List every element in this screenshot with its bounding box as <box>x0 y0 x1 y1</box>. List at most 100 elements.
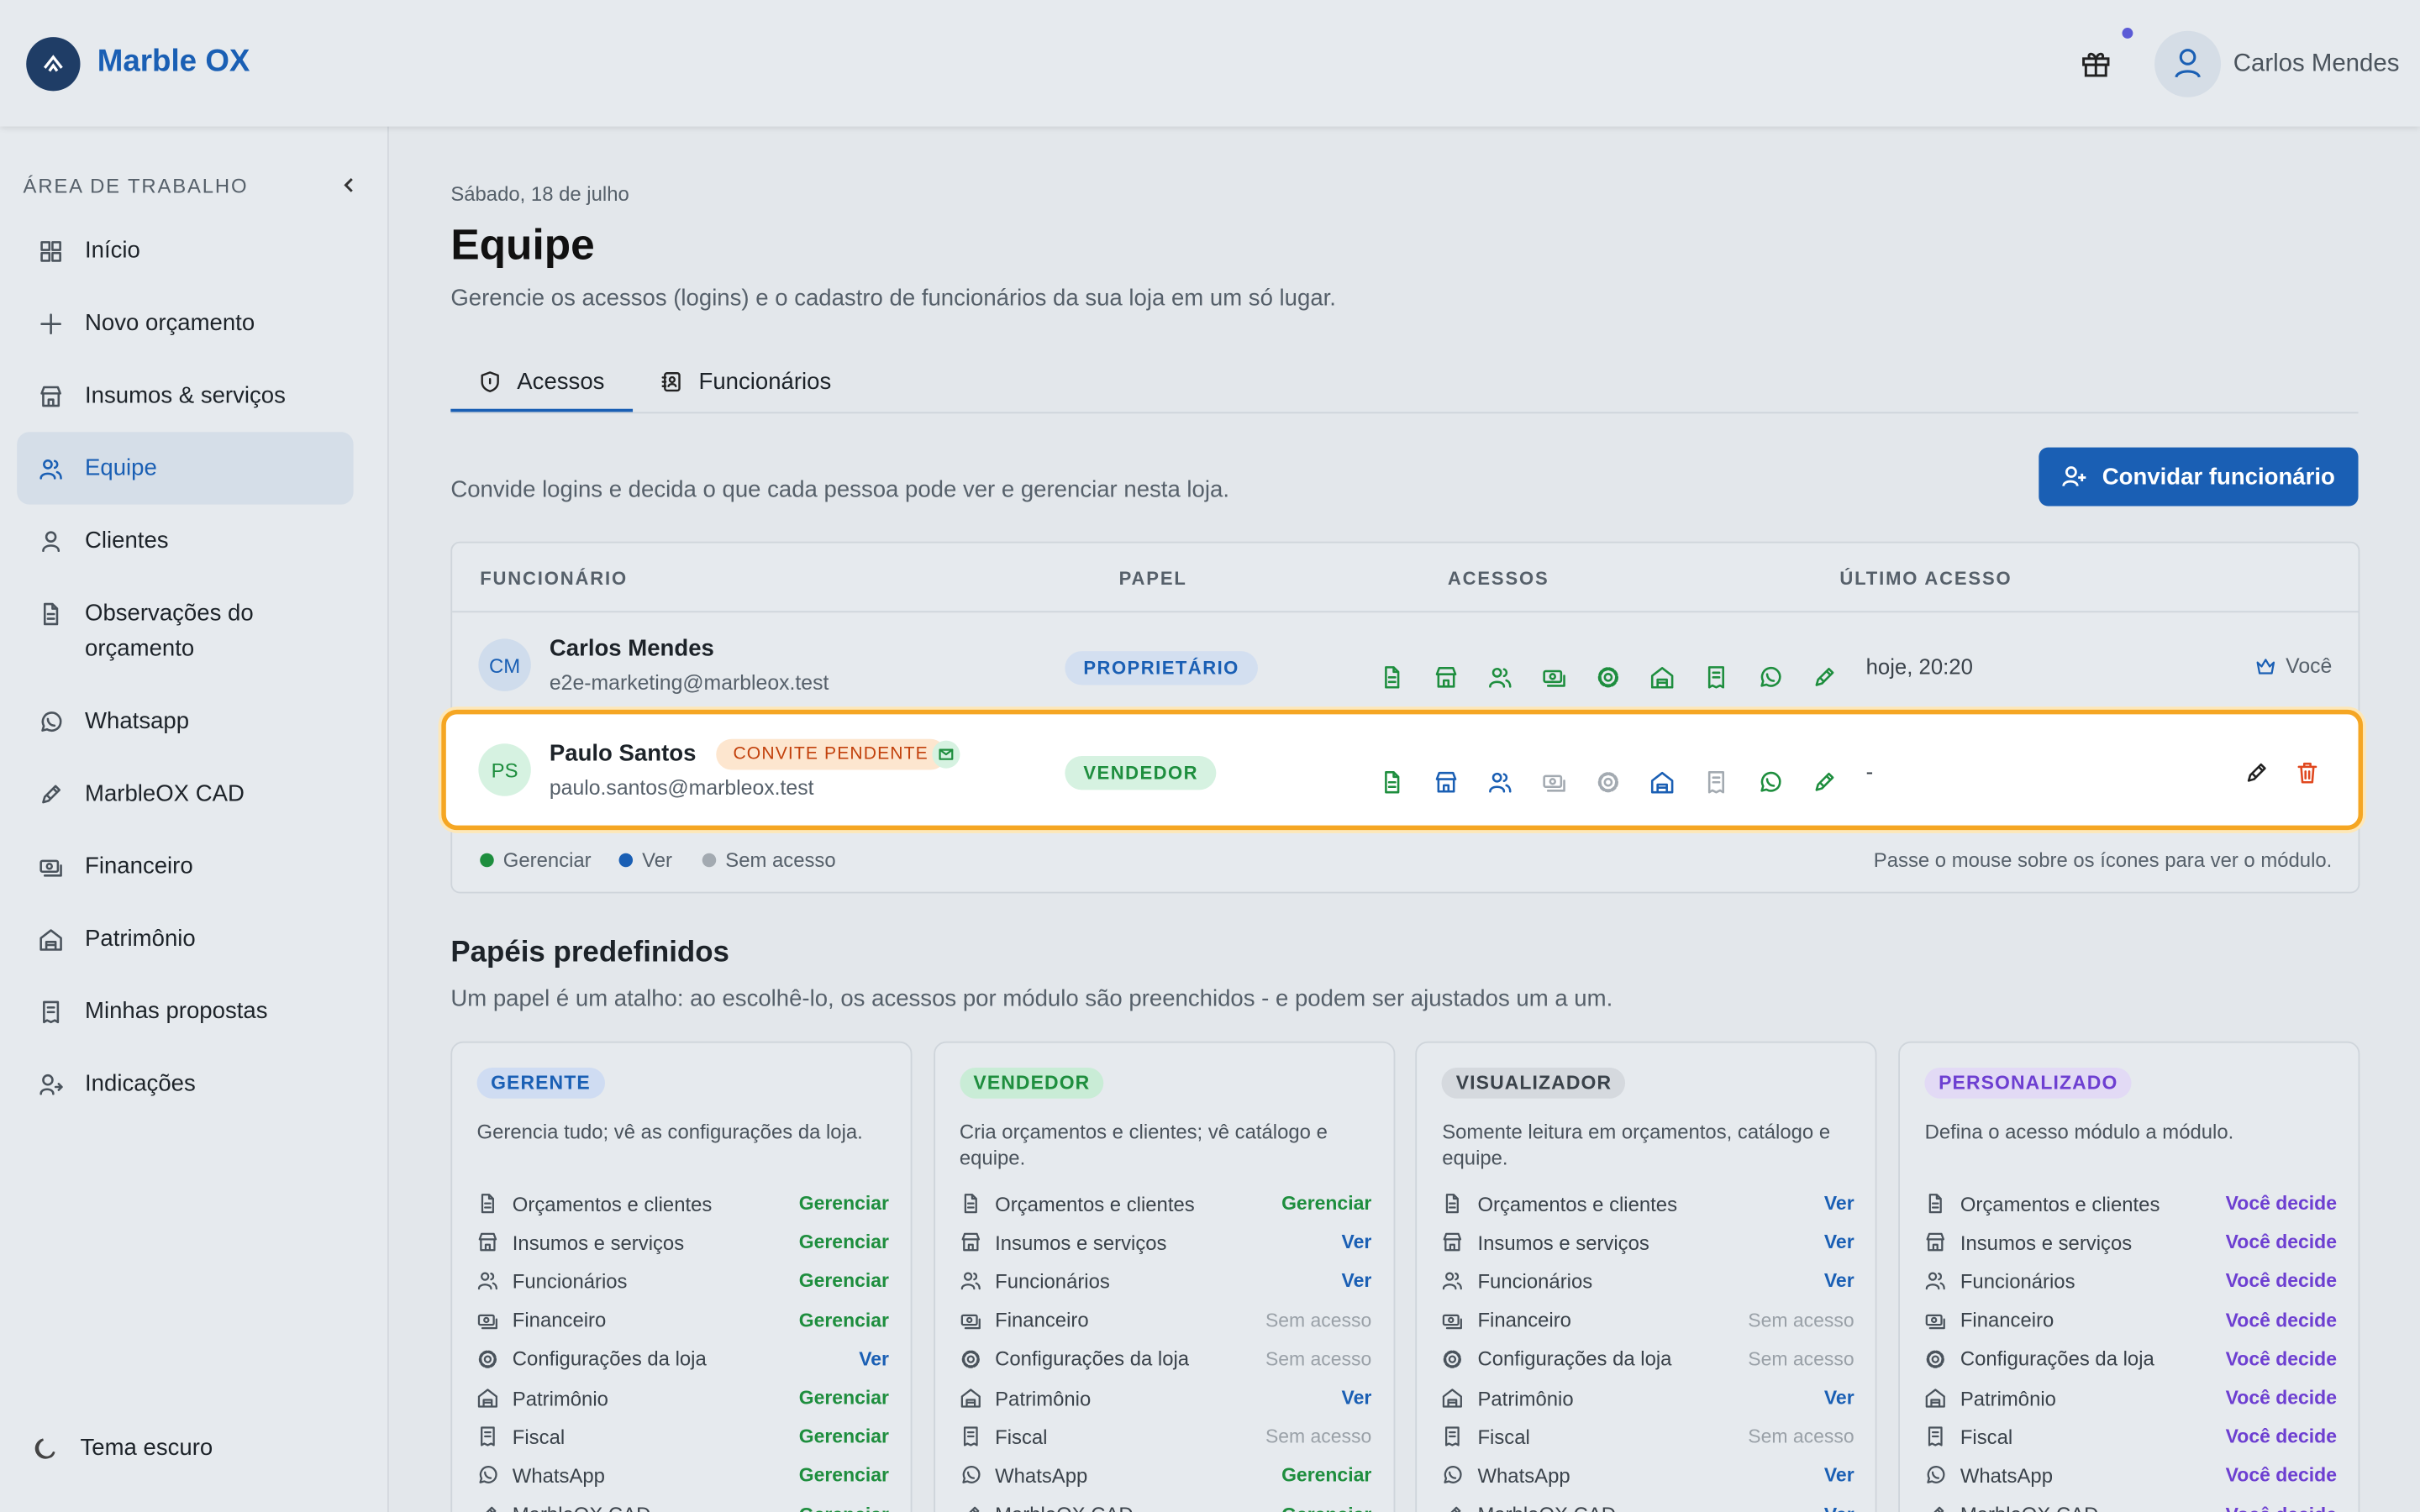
legend-label: Ver <box>642 848 672 872</box>
page-subtitle: Gerencie os acessos (logins) e o cadastr… <box>450 285 1336 312</box>
resend-icon[interactable] <box>932 740 960 769</box>
nav-item[interactable]: Observações do orçamento <box>17 577 353 685</box>
module-access: Sem acesso <box>1265 1347 1372 1370</box>
access-icon[interactable] <box>1380 665 1404 698</box>
module-name: Fiscal <box>995 1425 1048 1449</box>
module-name: Fiscal <box>1477 1425 1530 1449</box>
module-name: MarbleOX CAD <box>995 1503 1134 1512</box>
module-name: Insumos e serviços <box>512 1231 685 1254</box>
legend-dot <box>702 853 717 868</box>
module-row: Orçamentos e clientes Gerenciar <box>960 1188 1371 1219</box>
module-name: Financeiro <box>995 1308 1089 1332</box>
module-access: Sem acesso <box>1748 1309 1854 1331</box>
module-row: Patrimônio Ver <box>960 1383 1371 1414</box>
module-name: Financeiro <box>512 1308 607 1332</box>
role-description: Somente leitura em orçamentos, catálogo … <box>1442 1120 1831 1170</box>
nav-item[interactable]: Clientes <box>17 505 353 577</box>
module-access: Gerenciar <box>798 1309 889 1331</box>
access-icon[interactable] <box>1542 665 1566 698</box>
module-access: Você decide <box>2225 1270 2337 1293</box>
module-row: MarbleOX CAD Gerenciar <box>960 1499 1371 1512</box>
module-name: Funcionários <box>995 1269 1110 1293</box>
access-icon[interactable] <box>1649 665 1674 698</box>
access-icon[interactable] <box>1704 665 1728 698</box>
role-description: Defina o acesso módulo a módulo. <box>1924 1120 2234 1144</box>
tab[interactable]: Funcionários <box>633 354 860 408</box>
nav: Início Novo orçamento Insumos & serviços Eq… <box>17 214 354 1120</box>
logo[interactable] <box>26 37 81 92</box>
access-icon[interactable] <box>1704 770 1728 803</box>
nav-item[interactable]: Equipe <box>17 432 354 505</box>
delete-button[interactable] <box>2295 761 2319 794</box>
nav-item[interactable]: MarbleOX CAD <box>17 758 353 830</box>
access-icon[interactable] <box>1542 770 1566 803</box>
module-row: MarbleOX CAD Gerenciar <box>477 1499 889 1512</box>
role-tag: VENDEDOR <box>959 1068 1104 1099</box>
module-access: Ver <box>1823 1231 1854 1253</box>
module-row: Insumos e serviços Ver <box>960 1227 1371 1258</box>
access-icon[interactable] <box>1596 665 1620 698</box>
page-title: Equipe <box>450 220 595 269</box>
module-name: Patrimônio <box>1477 1386 1574 1410</box>
module-row: Financeiro Sem acesso <box>960 1305 1371 1336</box>
role-card: VISUALIZADOR Somente leitura em orçamento… <box>1416 1041 1878 1512</box>
module-row: Financeiro Gerenciar <box>477 1305 889 1336</box>
module-access: Sem acesso <box>1748 1347 1854 1370</box>
module-name: WhatsApp <box>1960 1463 2054 1488</box>
module-row: Patrimônio Ver <box>1442 1383 1854 1414</box>
gift-icon[interactable] <box>2081 48 2112 79</box>
column-header: ÚLTIMO ACESSO <box>1839 567 2012 590</box>
access-icon[interactable] <box>1649 770 1674 803</box>
nav-item[interactable]: Insumos & serviços <box>17 360 353 432</box>
nav-item[interactable]: Início <box>17 214 353 286</box>
nav-label: Equipe <box>85 454 157 482</box>
module-name: Financeiro <box>1960 1308 2054 1332</box>
tab[interactable]: Acessos <box>450 354 633 412</box>
main: Sábado, 18 de julho Equipe Gerencie os a… <box>441 0 2364 1512</box>
access-icon[interactable] <box>1488 770 1512 803</box>
role-card: VENDEDOR Cria orçamentos e clientes; vê c… <box>933 1041 1395 1512</box>
module-name: Insumos e serviços <box>995 1231 1167 1254</box>
module-access: Você decide <box>2225 1309 2337 1331</box>
last-access: - <box>1865 759 1874 785</box>
invite-button[interactable]: Convidar funcionário <box>2039 447 2359 507</box>
access-icon[interactable] <box>1596 770 1620 803</box>
tab-label: Acessos <box>517 368 605 396</box>
user-name[interactable]: Carlos Mendes <box>2233 50 2400 77</box>
module-name: Insumos e serviços <box>1960 1231 2133 1254</box>
brand[interactable]: Marble OX <box>97 45 250 79</box>
access-icon[interactable] <box>1434 770 1458 803</box>
access-icon[interactable] <box>1488 665 1512 698</box>
nav-item[interactable]: Financeiro <box>17 830 353 902</box>
module-row: WhatsApp Ver <box>1442 1460 1854 1491</box>
module-name: Patrimônio <box>995 1386 1092 1410</box>
nav-item[interactable]: Minhas propostas <box>17 975 353 1047</box>
nav-label: Insumos & serviços <box>85 382 286 409</box>
access-icon[interactable] <box>1812 665 1836 698</box>
nav-item[interactable]: Novo orçamento <box>17 287 353 360</box>
collapse-button[interactable] <box>339 176 358 194</box>
employee-email: paulo.santos@marbleox.test <box>549 775 814 800</box>
access-icon[interactable] <box>1812 770 1836 803</box>
module-row: Fiscal Sem acesso <box>1442 1421 1854 1452</box>
access-icon[interactable] <box>1434 665 1458 698</box>
user-avatar[interactable] <box>2154 30 2222 97</box>
table-row: PS Paulo Santos CONVITE PENDENTE paulo.sant… <box>441 709 2364 831</box>
edit-button[interactable] <box>2244 761 2269 794</box>
role-tag: GERENTE <box>476 1068 605 1099</box>
access-icon[interactable] <box>1758 770 1782 803</box>
role-pill: PROPRIETÁRIO <box>1065 651 1258 685</box>
nav-item[interactable]: Indicações <box>17 1047 353 1120</box>
access-icon[interactable] <box>1758 665 1782 698</box>
nav-item[interactable]: Whatsapp <box>17 685 353 758</box>
module-name: Configurações da loja <box>1477 1347 1672 1371</box>
module-access: Gerenciar <box>798 1192 889 1215</box>
module-name: WhatsApp <box>1477 1463 1570 1488</box>
theme-toggle[interactable]: Tema escuro <box>34 1435 213 1461</box>
module-name: Fiscal <box>1960 1425 2013 1449</box>
nav-item[interactable]: Patrimônio <box>17 902 353 974</box>
module-name: Funcionários <box>1477 1269 1593 1293</box>
access-icon[interactable] <box>1380 770 1404 803</box>
module-access: Você decide <box>2225 1464 2337 1487</box>
